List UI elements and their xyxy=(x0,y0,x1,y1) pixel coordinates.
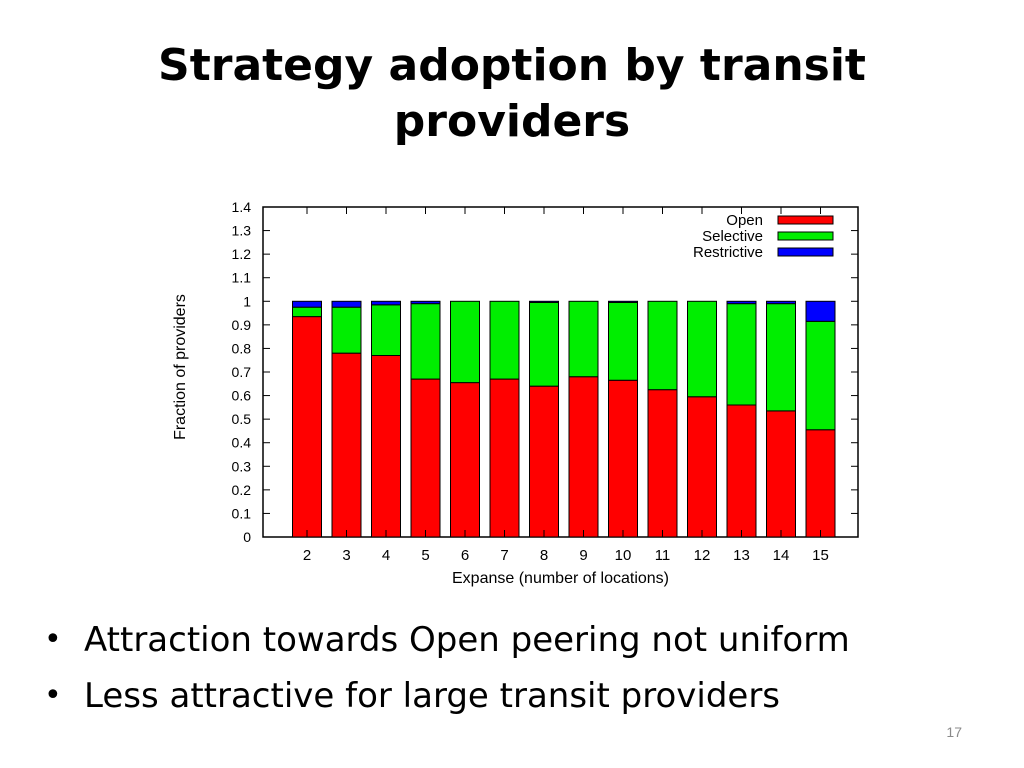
bar-segment-selective xyxy=(371,304,401,356)
bar-segment-selective xyxy=(489,300,520,380)
legend-label: Restrictive xyxy=(693,244,763,261)
bar-segment-open xyxy=(608,379,638,538)
x-tick-label: 9 xyxy=(579,547,587,564)
stacked-bar-chart: 0 0.1 0.2 0.3 0.4 0.5 0.6 0.7 0.8 0.9 1 1.1 1.2 1.3 1.… xyxy=(172,199,859,587)
bar-segment-open xyxy=(410,378,441,538)
slide-title: Strategy adoption by transit providers xyxy=(0,38,1024,150)
bar-segment-selective xyxy=(726,303,757,406)
slide-title-line-2: providers xyxy=(393,96,631,147)
x-tick-label: 10 xyxy=(615,547,632,564)
x-tick-label: 12 xyxy=(694,547,711,564)
y-tick-label: 0.1 xyxy=(232,505,252,521)
x-tick-label: 14 xyxy=(773,547,790,564)
x-tick-label: 2 xyxy=(303,547,311,564)
bar-segment-open xyxy=(568,376,599,538)
bar-segment-open xyxy=(489,378,520,538)
bar-segment-open xyxy=(805,429,836,538)
bar-segment-selective xyxy=(410,303,441,380)
y-tick-label: 0.7 xyxy=(232,364,252,380)
y-tick-label: 0.4 xyxy=(232,435,252,451)
y-tick-label: 0.8 xyxy=(232,340,252,356)
y-tick-label: 1.4 xyxy=(232,199,252,215)
y-tick-label: 1 xyxy=(243,293,251,309)
legend-swatch-selective xyxy=(777,231,834,241)
bar-segment-restrictive xyxy=(529,300,559,303)
bar-segment-selective xyxy=(568,300,599,378)
y-tick-label: 1.2 xyxy=(232,246,252,262)
y-tick-label: 0 xyxy=(243,529,251,545)
x-tick-label: 7 xyxy=(500,547,508,564)
bar-segment-restrictive xyxy=(292,300,322,308)
y-tick-label: 0.9 xyxy=(232,317,252,333)
legend-swatch-open xyxy=(777,215,834,225)
y-axis-label: Fraction of providers xyxy=(172,294,189,440)
bar-segment-selective xyxy=(529,301,559,387)
bar-segment-selective xyxy=(687,300,717,398)
bar-segment-selective xyxy=(766,303,796,412)
y-tick-label: 0.6 xyxy=(232,388,252,404)
x-tick-label: 5 xyxy=(421,547,429,564)
legend-label: Open xyxy=(726,212,763,229)
bar-segment-restrictive xyxy=(726,300,757,305)
chart-marks: 0 0.1 0.2 0.3 0.4 0.5 0.6 0.7 0.8 0.9 1 1.1 1.2 1.3 1.… xyxy=(172,199,859,587)
bar-segment-restrictive xyxy=(805,300,836,322)
bar-segment-selective xyxy=(647,300,678,391)
slide-number: 17 xyxy=(946,724,962,740)
bar-segment-restrictive xyxy=(410,300,441,305)
bar-segment-open xyxy=(331,352,362,538)
x-tick-label: 13 xyxy=(733,547,750,564)
bar-segment-open xyxy=(766,410,796,538)
bar-segment-restrictive xyxy=(331,300,362,308)
slide-title-line-1: Strategy adoption by transit xyxy=(158,40,866,91)
bar-segment-open xyxy=(726,404,757,538)
y-tick-label: 0.3 xyxy=(232,458,252,474)
bar-segment-selective xyxy=(292,306,322,318)
bar-segment-restrictive xyxy=(608,300,638,303)
x-tick-label: 11 xyxy=(655,547,671,564)
x-tick-label: 8 xyxy=(540,547,548,564)
x-axis-label: Expanse (number of locations) xyxy=(452,570,669,587)
bar-segment-open xyxy=(371,355,401,538)
bullet-item: Attraction towards Open peering not unif… xyxy=(40,612,850,668)
y-tick-label: 0.5 xyxy=(232,411,252,427)
bar-segment-open xyxy=(529,385,559,538)
bar-segment-open xyxy=(292,316,322,538)
x-tick-label: 15 xyxy=(812,547,829,564)
legend-swatch-restrictive xyxy=(777,247,834,257)
y-tick-label: 1.3 xyxy=(232,223,252,239)
bar-segment-selective xyxy=(331,306,362,354)
bullet-list: Attraction towards Open peering not unif… xyxy=(40,612,850,724)
bar-segment-restrictive xyxy=(766,300,796,305)
y-tick-label: 0.2 xyxy=(232,482,252,498)
x-tick-label: 4 xyxy=(382,547,390,564)
bar-segment-selective xyxy=(450,300,480,384)
bar-segment-restrictive xyxy=(371,300,401,306)
bar-segment-selective xyxy=(608,301,638,381)
y-tick-label: 1.1 xyxy=(232,270,252,286)
bar-segment-open xyxy=(687,396,717,538)
x-tick-label: 3 xyxy=(342,547,350,564)
bar-segment-open xyxy=(647,389,678,538)
bar-segment-selective xyxy=(805,320,836,431)
bar-segment-open xyxy=(450,382,480,538)
bullet-item: Less attractive for large transit provid… xyxy=(40,668,850,724)
legend-label: Selective xyxy=(702,228,763,245)
x-tick-label: 6 xyxy=(461,547,469,564)
